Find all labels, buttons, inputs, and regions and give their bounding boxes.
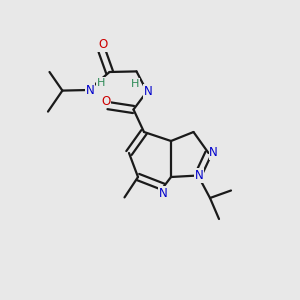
Text: O: O bbox=[101, 94, 110, 108]
Text: N: N bbox=[144, 85, 153, 98]
Text: O: O bbox=[98, 38, 107, 52]
Text: N: N bbox=[209, 146, 218, 160]
Text: H: H bbox=[97, 78, 105, 88]
Text: H: H bbox=[131, 79, 139, 89]
Text: N: N bbox=[85, 83, 94, 97]
Text: N: N bbox=[195, 169, 204, 182]
Text: N: N bbox=[159, 187, 168, 200]
